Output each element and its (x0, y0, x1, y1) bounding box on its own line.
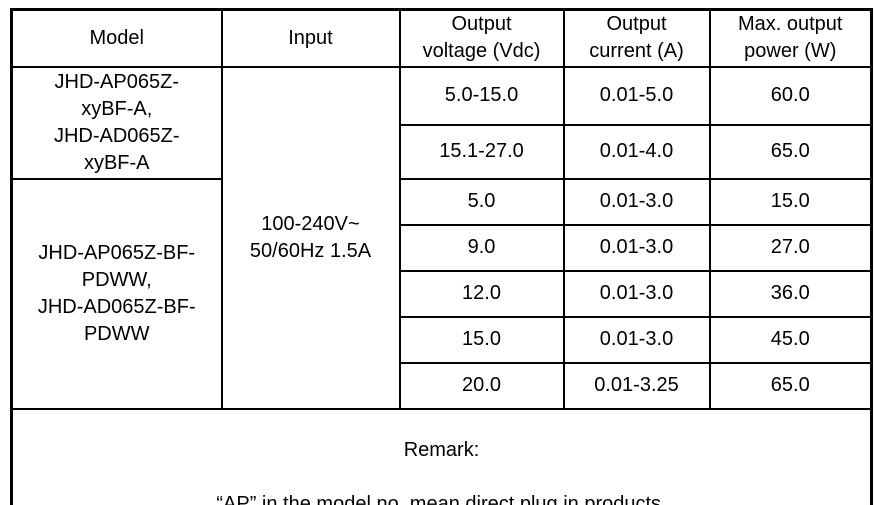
table-row: 9.0 0.01-3.0 27.0 (12, 223, 873, 272)
voltage-cell: 15.0 (398, 315, 565, 364)
remark-line-1: “AP” in the model no. mean direct plug i… (216, 492, 667, 505)
current-cell: 0.01-3.0 (562, 315, 711, 364)
power-spec-table: Model Input Output voltage (Vdc) Output … (10, 8, 873, 505)
model-group-2-cell: JHD-AP065Z-BF- PDWW, JHD-AD065Z-BF- PDWW (10, 177, 223, 410)
voltage-cell: 5.0-15.0 (398, 65, 565, 126)
power-cell: 65.0 (708, 123, 873, 180)
table-row: JHD-AP065Z- xyBF-A, JHD-AD065Z- xyBF-A 1… (10, 65, 873, 410)
table-row: JHD-AP065Z-BF- PDWW, JHD-AD065Z-BF- PDWW… (10, 177, 873, 410)
power-cell: 36.0 (708, 269, 873, 318)
table-row: 15.1-27.0 0.01-4.0 65.0 (12, 123, 873, 180)
header-model: Model (10, 8, 223, 68)
header-output-voltage: Output voltage (Vdc) (398, 8, 565, 68)
table-row: 20.0 0.01-3.25 65.0 (12, 361, 873, 410)
power-cell: 60.0 (708, 65, 873, 126)
current-cell: 0.01-3.25 (562, 361, 711, 410)
current-cell: 0.01-3.0 (562, 177, 711, 226)
input-cell: 100-240V~ 50/60Hz 1.5A (220, 65, 401, 410)
voltage-cell: 9.0 (398, 223, 565, 272)
power-cell: 15.0 (708, 177, 873, 226)
header-row: Model Input Output voltage (Vdc) Output … (10, 8, 873, 68)
remark-row: Remark: “AP” in the model no. mean direc… (10, 407, 873, 505)
header-output-current: Output current (A) (562, 8, 711, 68)
current-cell: 0.01-5.0 (562, 65, 711, 126)
table-row: 12.0 0.01-3.0 36.0 (12, 269, 873, 318)
current-cell: 0.01-3.0 (562, 223, 711, 272)
voltage-cell: 12.0 (398, 269, 565, 318)
current-cell: 0.01-4.0 (562, 123, 711, 180)
remark-title: Remark: (403, 438, 480, 461)
table-row: 15.0 0.01-3.0 45.0 (12, 315, 873, 364)
power-cell: 65.0 (708, 361, 873, 410)
model-group-1-cell: JHD-AP065Z- xyBF-A, JHD-AD065Z- xyBF-A (10, 65, 223, 180)
power-cell: 27.0 (708, 223, 873, 272)
remark-cell: Remark: “AP” in the model no. mean direc… (10, 407, 873, 505)
header-max-output-power: Max. output power (W) (708, 8, 873, 68)
current-cell: 0.01-3.0 (562, 269, 711, 318)
voltage-cell: 15.1-27.0 (398, 123, 565, 180)
voltage-cell: 5.0 (398, 177, 565, 226)
power-cell: 45.0 (708, 315, 873, 364)
header-input: Input (220, 8, 401, 68)
voltage-cell: 20.0 (398, 361, 565, 410)
